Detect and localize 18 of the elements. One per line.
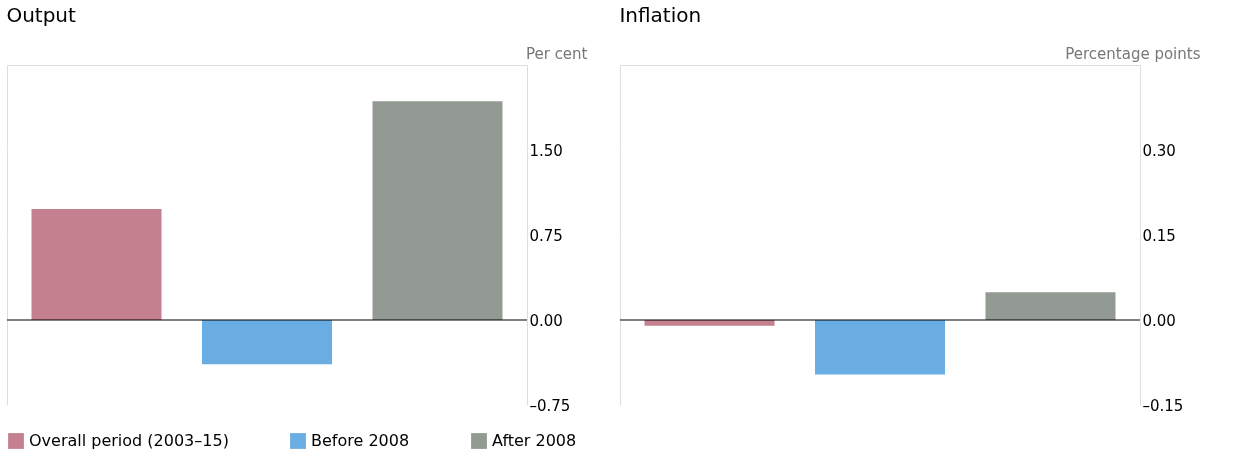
y-tick-label: 0.00 xyxy=(1142,311,1176,330)
y-tick-label: –0.15 xyxy=(1142,396,1184,415)
bar xyxy=(372,101,503,320)
y-tick-label: 0.15 xyxy=(1142,226,1176,245)
y-tick-label: 0.00 xyxy=(529,311,563,330)
chart-title: Inflation xyxy=(619,3,702,27)
legend-label: Before 2008 xyxy=(311,431,410,450)
chart-title: Output xyxy=(6,3,77,27)
bar xyxy=(31,208,162,320)
y-tick-label: 1.50 xyxy=(529,141,563,160)
legend-label: After 2008 xyxy=(492,431,577,450)
y-tick-label: 0.75 xyxy=(529,226,563,245)
y-axis-title: Per cent xyxy=(525,44,588,63)
bar xyxy=(202,320,332,365)
y-axis-title: Percentage points xyxy=(1065,44,1201,63)
legend-label: Overall period (2003–15) xyxy=(29,431,229,450)
y-tick-label: –0.75 xyxy=(529,396,571,415)
y-tick-label: 0.30 xyxy=(1142,141,1176,160)
